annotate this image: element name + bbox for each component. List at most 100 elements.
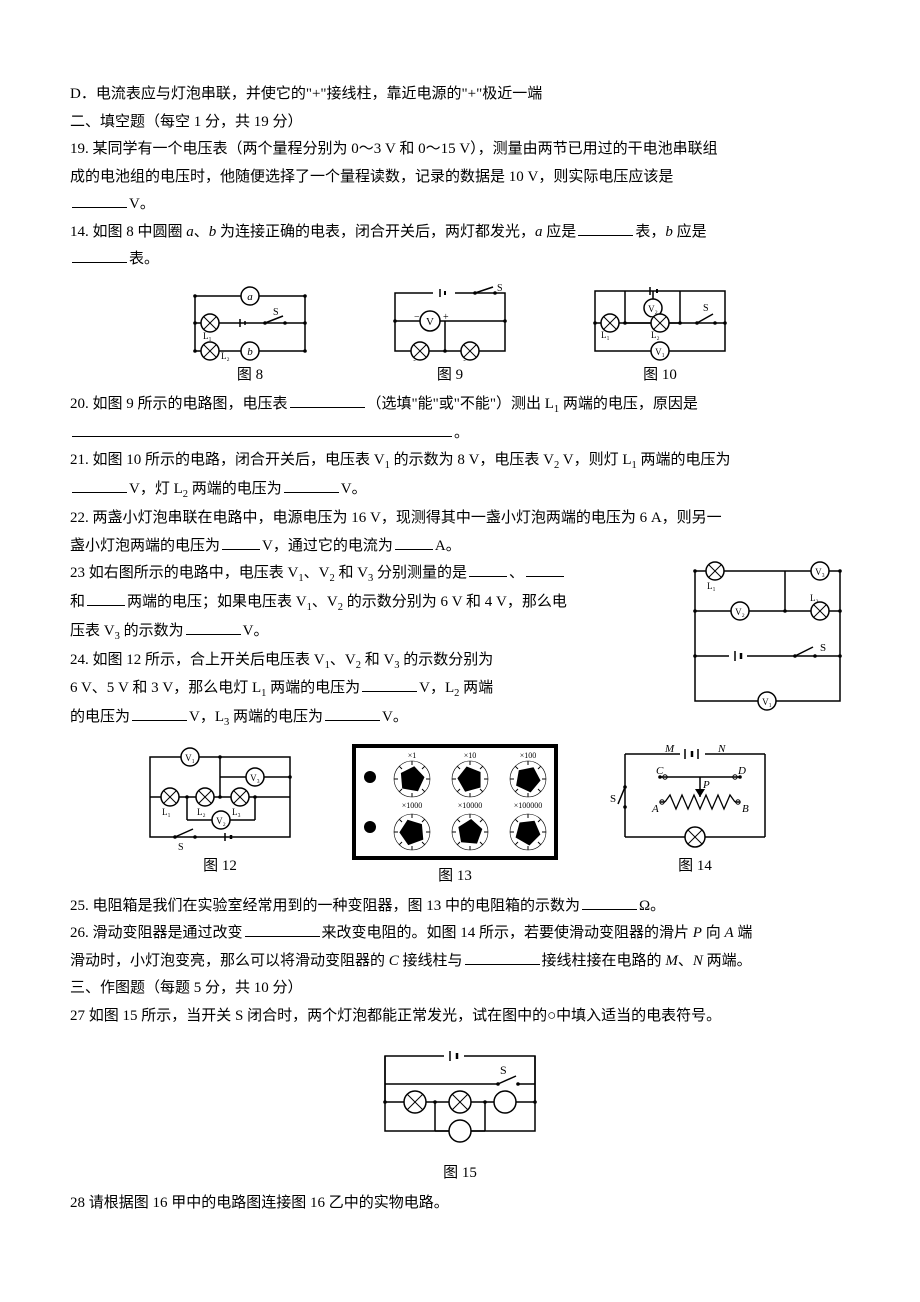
q25-blank (582, 894, 637, 910)
q19-line3: V。 (70, 192, 850, 218)
q21-blank2 (284, 477, 339, 493)
q19-blank (72, 192, 127, 208)
svg-text:×100000: ×100000 (514, 801, 543, 810)
svg-text:S: S (497, 283, 503, 294)
q22-t3: A。 (435, 538, 461, 554)
var-A: A (724, 925, 733, 941)
option-d: D．电流表应与灯泡串联，并使它的"+"接线柱，靠近电源的"+"极近一端 (70, 82, 850, 108)
q24-t12: V。 (382, 709, 408, 725)
q26-line2: 滑动时，小灯泡变亮，那么可以将滑动变阻器的 C 接线柱与接线柱接在电路的 M、N… (70, 949, 850, 975)
svg-text:L₂: L₂ (221, 351, 230, 361)
figure-14: M N S C D P A B (610, 742, 780, 890)
q24-t11: 两端的电压为 (229, 709, 323, 725)
fig10-caption: 图 10 (585, 363, 735, 389)
svg-text:−: − (414, 312, 420, 323)
svg-text:L₂: L₂ (651, 330, 660, 340)
q23-t3: 和 V (335, 565, 368, 581)
svg-text:V₂: V₂ (648, 304, 658, 314)
q24-t8: 两端 (459, 680, 493, 696)
svg-text:×10: ×10 (464, 751, 477, 760)
q14-t1: 14. 如图 8 中圆圈 (70, 224, 186, 240)
q23-b2 (526, 561, 564, 577)
q14-t6: 应是 (673, 224, 707, 240)
q21-t6: 两端的电压为 (188, 481, 282, 497)
fig9-caption: 图 9 (385, 363, 515, 389)
q23-t6: 和 (70, 594, 85, 610)
svg-text:S: S (178, 842, 184, 852)
svg-text:L₂: L₂ (197, 807, 206, 817)
svg-text:L₁: L₁ (413, 359, 422, 361)
q26-t2: 来改变电阻的。如图 14 所示，若要使滑动变阻器的滑片 (322, 925, 693, 941)
figure-15: S 图 15 (70, 1044, 850, 1186)
q14-t7: 表。 (129, 251, 159, 267)
figure-10: V₂ L₁ L₂ S V₁ 图 10 (585, 281, 735, 389)
q20-t2: （选填"能"或"不能"）测出 L (367, 396, 554, 412)
q23-b4 (186, 619, 241, 635)
q22-line1: 22. 两盏小灯泡串联在电路中，电源电压为 16 V，现测得其中一盏小灯泡两端的… (70, 506, 850, 532)
svg-text:×10000: ×10000 (458, 801, 483, 810)
q25-t2: Ω。 (639, 898, 665, 914)
q23-t10: 压表 V (70, 623, 115, 639)
q23-b3 (87, 590, 125, 606)
q14-blank-a (578, 220, 633, 236)
svg-text:V₃: V₃ (250, 773, 260, 783)
q26-t5: 滑动时，小灯泡变亮，那么可以将滑动变阻器的 (70, 953, 389, 969)
q19-line2: 成的电池组的电压时，他随便选择了一个量程读数，记录的数据是 10 V，则实际电压… (70, 165, 850, 191)
var-a: a (186, 224, 194, 240)
q22-blank1 (222, 534, 260, 550)
q26-t7: 接线柱接在电路的 (542, 953, 666, 969)
svg-text:L₁: L₁ (162, 807, 171, 817)
q20-blank1 (290, 392, 365, 408)
svg-text:D: D (737, 765, 746, 777)
q24-t3: 和 V (361, 652, 394, 668)
var-M: M (665, 953, 678, 969)
q26-line1: 26. 滑动变阻器是通过改变 来改变电阻的。如图 14 所示，若要使滑动变阻器的滑… (70, 921, 850, 947)
q28-line: 28 请根据图 16 甲中的电路图连接图 16 乙中的实物电路。 (70, 1191, 850, 1217)
q23-t5: 、 (509, 565, 524, 581)
fig9-svg: S V − + L₁ L₂ (385, 281, 515, 361)
q26-t1: 26. 滑动变阻器是通过改变 (70, 925, 243, 941)
svg-text:N: N (717, 743, 726, 755)
q27-line: 27 如图 15 所示，当开关 S 闭合时，两个灯泡都能正常发光，试在图中的○中… (70, 1004, 850, 1030)
figure-right-q23: L₁ V₃ V₂ L₂ S V₁ (685, 561, 850, 721)
svg-text:×1000: ×1000 (402, 801, 423, 810)
q26-t9: 两端。 (703, 953, 752, 969)
q21-t7: V。 (341, 481, 367, 497)
q23-t12: V。 (243, 623, 269, 639)
fig8-caption: 图 8 (185, 363, 315, 389)
svg-text:V₁: V₁ (655, 347, 665, 357)
var-N: N (693, 953, 703, 969)
q22-line2: 盏小灯泡两端的电压为V，通过它的电流为A。 (70, 534, 850, 560)
q24-t4: 的示数分别为 (400, 652, 494, 668)
q20-blank2 (72, 421, 452, 437)
svg-text:V₁: V₁ (185, 753, 195, 763)
q24-b3 (325, 705, 380, 721)
svg-text:×100: ×100 (520, 751, 537, 760)
q20-t1: 20. 如图 9 所示的电路图，电压表 (70, 396, 288, 412)
var-P: P (693, 925, 702, 941)
svg-text:M: M (664, 743, 675, 755)
q24-t6: 两端的电压为 (266, 680, 360, 696)
svg-text:V₂: V₂ (216, 816, 226, 826)
q24-t7: V，L (419, 680, 454, 696)
q24-t9: 的电压为 (70, 709, 130, 725)
q23-t11: 的示数为 (120, 623, 184, 639)
q23-t7: 两端的电压；如果电压表 V (127, 594, 307, 610)
q14-t3: 为连接正确的电表，闭合开关后，两灯都发光， (216, 224, 535, 240)
svg-text:V₁: V₁ (762, 697, 772, 707)
section-3-header: 三、作图题（每题 5 分，共 10 分） (70, 976, 850, 1002)
svg-text:×1: ×1 (408, 751, 417, 760)
var-b2: b (665, 224, 673, 240)
figure-13: ×1 ×10 ×100 ×1000 ×10000 ×100000 (350, 742, 560, 890)
section-2-header: 二、填空题（每空 1 分，共 19 分） (70, 110, 850, 136)
q14-t5: 表， (635, 224, 665, 240)
svg-text:B: B (742, 803, 749, 815)
q26-b2 (465, 949, 540, 965)
svg-text:P: P (702, 779, 710, 791)
q23-t8: 、V (312, 594, 338, 610)
figure-8: a b L₁ S L₂ 图 8 (185, 281, 315, 389)
fig8-svg: a b L₁ S L₂ (185, 281, 315, 361)
q21-blank1 (72, 477, 127, 493)
svg-text:L₁: L₁ (601, 330, 610, 340)
q26-t4: 端 (734, 925, 753, 941)
